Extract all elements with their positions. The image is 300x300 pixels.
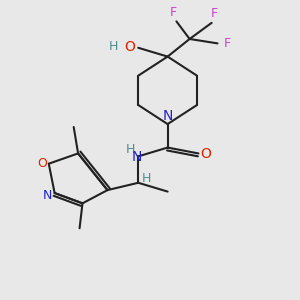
Text: H: H xyxy=(125,143,135,156)
Text: N: N xyxy=(43,189,52,202)
Text: O: O xyxy=(200,147,211,161)
Text: F: F xyxy=(169,6,176,19)
Text: O: O xyxy=(37,157,47,169)
Text: H: H xyxy=(109,40,118,53)
Text: N: N xyxy=(132,150,142,164)
Text: N: N xyxy=(162,109,173,123)
Text: F: F xyxy=(224,38,231,50)
Text: H: H xyxy=(142,172,151,185)
Text: O: O xyxy=(124,40,135,54)
Text: F: F xyxy=(211,8,218,20)
